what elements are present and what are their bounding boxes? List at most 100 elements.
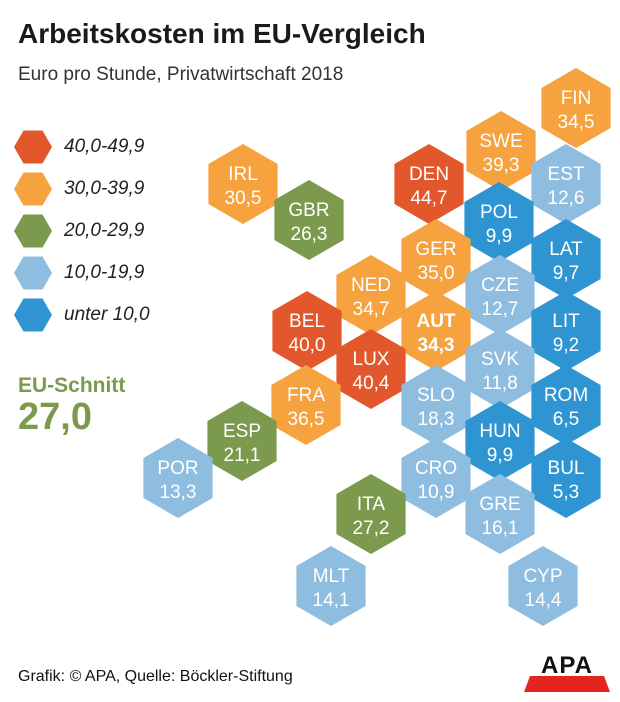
hex-country-label: BUL [548,458,585,479]
legend-label: 40,0-49,9 [64,136,145,157]
hexagon-bul [531,438,601,518]
hexagon-den [394,144,464,224]
hexagon-lat [531,219,601,299]
hexagon-fin [541,68,611,148]
hex-cell-fra: FRA 36,5 [271,365,341,445]
hex-cell-pol: POL 9,9 [464,182,534,262]
hexagon-aut [401,291,471,371]
hex-country-label: ROM [544,385,588,406]
hex-country-label: CYP [523,566,562,587]
hexagon-ger [401,219,471,299]
hex-country-label: LAT [549,239,583,260]
hex-cell-irl: IRL 30,5 [208,144,278,224]
hex-country-label: ITA [357,494,385,515]
hex-value-label: 30,5 [225,188,262,209]
hexagon-por [143,438,213,518]
hex-cell-ned: NED 34,7 [336,255,406,335]
hex-value-label: 34,5 [558,112,595,133]
legend: 40,0-49,9 30,0-39,9 20,0-29,9 10,0-19,9 … [14,126,150,336]
hex-value-label: 40,4 [353,373,390,394]
legend-swatch-hexagon [14,214,52,248]
hex-value-label: 10,9 [418,482,455,503]
legend-item: 40,0-49,9 [14,126,150,168]
hex-cell-ger: GER 35,0 [401,219,471,299]
hex-country-label: GBR [288,200,329,221]
hex-value-label: 36,5 [288,409,325,430]
hex-cell-est: EST 12,6 [531,144,601,224]
hex-value-label: 40,0 [289,335,326,356]
hex-cell-slo: SLO 18,3 [401,365,471,445]
eu-average-label: EU-Schnitt [18,374,126,397]
hex-country-label: GER [415,239,456,260]
source-credit: Grafik: © APA, Quelle: Böckler-Stiftung [18,668,293,685]
hex-value-label: 12,7 [482,299,519,320]
hex-cell-gbr: GBR 26,3 [274,180,344,260]
hex-cell-lit: LIT 9,2 [531,291,601,371]
legend-swatch-hexagon [14,130,52,164]
hex-cell-bel: BEL 40,0 [272,291,342,371]
hexagon-slo [401,365,471,445]
legend-item: 10,0-19,9 [14,252,150,294]
hex-country-label: FIN [561,88,592,109]
hex-value-label: 9,9 [487,445,513,466]
apa-logo-mark-icon [524,676,610,692]
hexagon-cro [401,438,471,518]
chart-title: Arbeitskosten im EU-Vergleich [18,18,426,49]
hex-cell-aut: AUT 34,3 [401,291,471,371]
hex-cell-ita: ITA 27,2 [336,474,406,554]
hexagon-lit [531,291,601,371]
hexagon-est [531,144,601,224]
hex-value-label: 9,7 [553,263,579,284]
hex-country-label: CZE [481,275,519,296]
hex-value-label: 14,4 [525,590,562,611]
hex-cell-rom: ROM 6,5 [531,365,601,445]
hexagon-esp [207,401,277,481]
hexagon-gbr [274,180,344,260]
legend-item: 20,0-29,9 [14,210,150,252]
hex-value-label: 6,5 [553,409,579,430]
hex-value-label: 12,6 [548,188,585,209]
hex-cell-gre: GRE 16,1 [465,474,535,554]
hex-country-label: SVK [481,349,519,370]
hex-country-label: FRA [287,385,325,406]
hex-value-label: 21,1 [224,445,261,466]
hex-cell-swe: SWE 39,3 [466,111,536,191]
hexagon-irl [208,144,278,224]
legend-swatch-hexagon [14,172,52,206]
hex-value-label: 34,7 [353,299,390,320]
legend-label: unter 10,0 [64,304,150,325]
hex-value-label: 27,2 [353,518,390,539]
hex-country-label: AUT [416,311,455,332]
eu-average-value: 27,0 [18,396,92,438]
legend-label: 10,0-19,9 [64,262,145,283]
hex-cell-lat: LAT 9,7 [531,219,601,299]
hex-cell-cyp: CYP 14,4 [508,546,578,626]
hex-cell-bul: BUL 5,3 [531,438,601,518]
hex-value-label: 5,3 [553,482,579,503]
hex-value-label: 9,9 [486,226,512,247]
hex-value-label: 14,1 [313,590,350,611]
hex-cell-hun: HUN 9,9 [465,401,535,481]
hexagon-cze [465,255,535,335]
hex-country-label: EST [548,164,585,185]
hex-country-label: NED [351,275,391,296]
hex-country-label: HUN [479,421,520,442]
hex-country-label: CRO [415,458,457,479]
legend-swatch-hexagon [14,256,52,290]
hex-country-label: POL [480,202,518,223]
hexagon-bel [272,291,342,371]
legend-swatch-hexagon [14,298,52,332]
hex-value-label: 35,0 [418,263,455,284]
hex-country-label: LUX [353,349,390,370]
hex-value-label: 39,3 [483,155,520,176]
hexagon-lux [336,329,406,409]
hex-value-label: 16,1 [482,518,519,539]
hex-value-label: 34,3 [418,335,455,356]
legend-item: 30,0-39,9 [14,168,150,210]
hex-cell-mlt: MLT 14,1 [296,546,366,626]
chart-subtitle: Euro pro Stunde, Privatwirtschaft 2018 [18,64,344,85]
hex-value-label: 44,7 [411,188,448,209]
hex-country-label: GRE [479,494,520,515]
hex-value-label: 13,3 [160,482,197,503]
